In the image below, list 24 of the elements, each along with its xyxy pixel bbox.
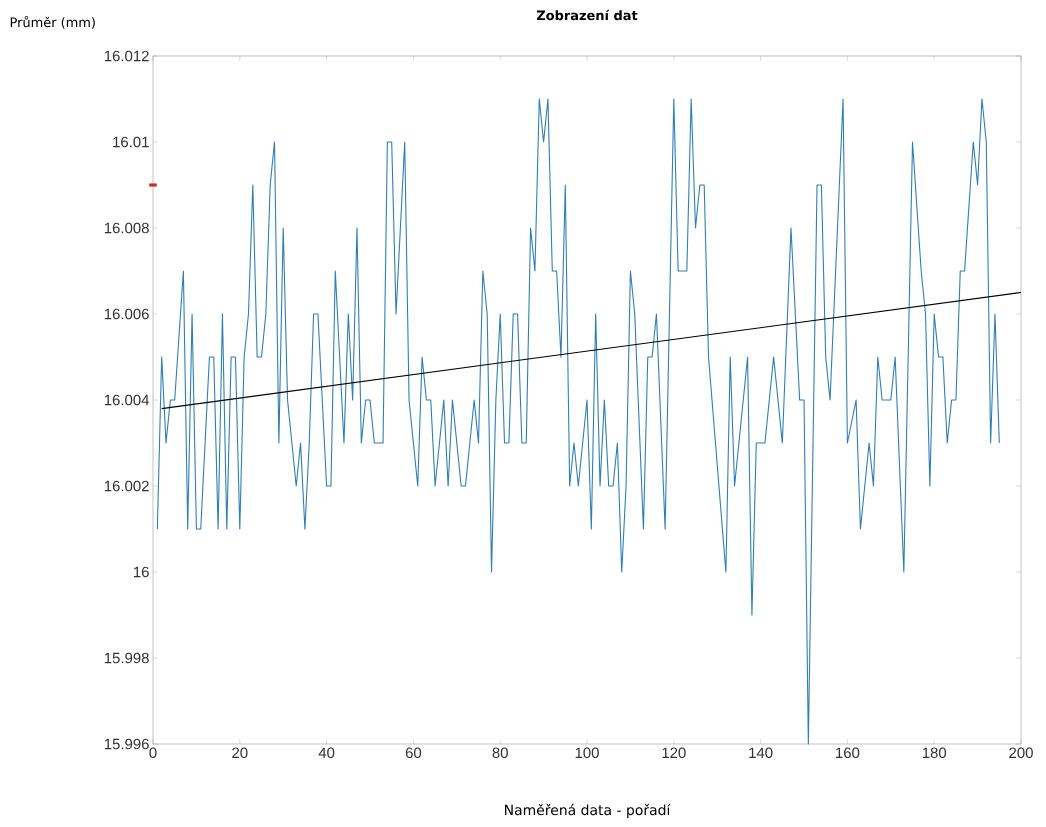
x-tick-label: 200 [1009,747,1033,759]
y-tick-label: 16.01 [113,136,149,148]
y-tick-label: 15.996 [104,738,149,750]
x-tick-label: 60 [405,747,422,759]
x-tick-label: 100 [575,747,599,759]
x-axis-title: Naměřená data - pořadí [505,803,671,818]
x-tick-label: 140 [749,747,773,759]
y-tick-label: 15.998 [104,652,149,664]
x-tick-label: 40 [318,747,335,759]
y-tick-label: 16.006 [104,308,149,320]
x-tick-label: 160 [836,747,860,759]
y-tick-label: 16 [134,566,149,578]
y-axis-title: Průměr (mm) [10,15,95,29]
x-tick-label: 20 [232,747,248,759]
x-tick-label: 180 [922,747,947,759]
chart-title: Zobrazení dat [536,9,638,21]
x-tick-label: 120 [662,747,686,759]
y-tick-label: 16.012 [104,50,149,62]
y-tick-label: 16.002 [104,480,149,492]
x-tick-label: 0 [149,747,157,759]
y-tick-label: 16.008 [104,222,149,234]
y-tick-label: 16.004 [104,394,150,406]
line-series [156,98,1000,745]
x-tick-label: 80 [492,747,508,759]
